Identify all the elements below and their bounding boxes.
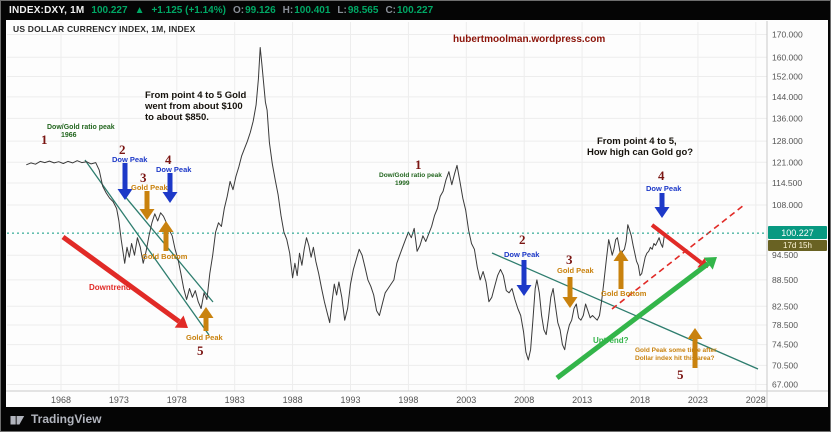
- tradingview-logo-icon[interactable]: [10, 412, 25, 427]
- symbol-title[interactable]: INDEX:DXY, 1M: [9, 5, 85, 16]
- last-price-tag: 100.227: [768, 226, 827, 240]
- tradingview-brand[interactable]: TradingView: [31, 412, 102, 426]
- ohlc-close: C: 100.227: [385, 5, 433, 16]
- open-value: 99.126: [245, 5, 276, 16]
- close-label: C:: [385, 5, 396, 16]
- last-price: 100.227: [91, 5, 128, 16]
- ohlc-high: H: 100.401: [283, 5, 331, 16]
- bar-countdown-tag: 17d 15h: [768, 240, 827, 252]
- low-label: L:: [337, 5, 347, 16]
- chart-plot-area[interactable]: [6, 20, 828, 409]
- low-value: 98.565: [347, 5, 379, 16]
- high-value: 100.401: [294, 5, 331, 16]
- open-label: O:: [232, 5, 245, 16]
- chart-header: INDEX:DXY, 1M 100.227 ▲ +1.125 (+1.14%) …: [1, 1, 830, 20]
- close-value: 100.227: [397, 5, 434, 16]
- ohlc-low: L: 98.565: [337, 5, 378, 16]
- change-up-arrow-icon: ▲: [134, 5, 145, 16]
- footer-bar: TradingView: [1, 407, 830, 431]
- price-change: +1.125 (+1.14%): [151, 5, 226, 16]
- last-price-tag-value: 100.227: [781, 227, 814, 238]
- high-label: H:: [282, 5, 294, 16]
- ohlc-open: O: 99.126: [233, 5, 276, 16]
- bar-countdown-value: 17d 15h: [783, 241, 812, 251]
